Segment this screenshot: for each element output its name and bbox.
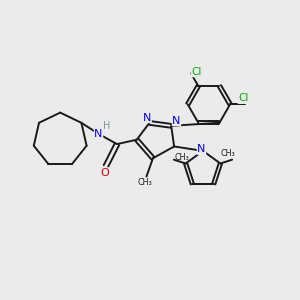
Text: Cl: Cl xyxy=(238,94,248,103)
Text: Cl: Cl xyxy=(191,67,201,77)
Text: N: N xyxy=(94,129,103,139)
Text: N: N xyxy=(197,144,206,154)
Text: CH₃: CH₃ xyxy=(175,153,190,162)
Text: N: N xyxy=(143,112,151,123)
Text: CH₃: CH₃ xyxy=(220,149,235,158)
Text: CH₃: CH₃ xyxy=(138,178,152,188)
Text: H: H xyxy=(103,121,110,130)
Text: N: N xyxy=(172,116,181,126)
Text: O: O xyxy=(100,168,109,178)
